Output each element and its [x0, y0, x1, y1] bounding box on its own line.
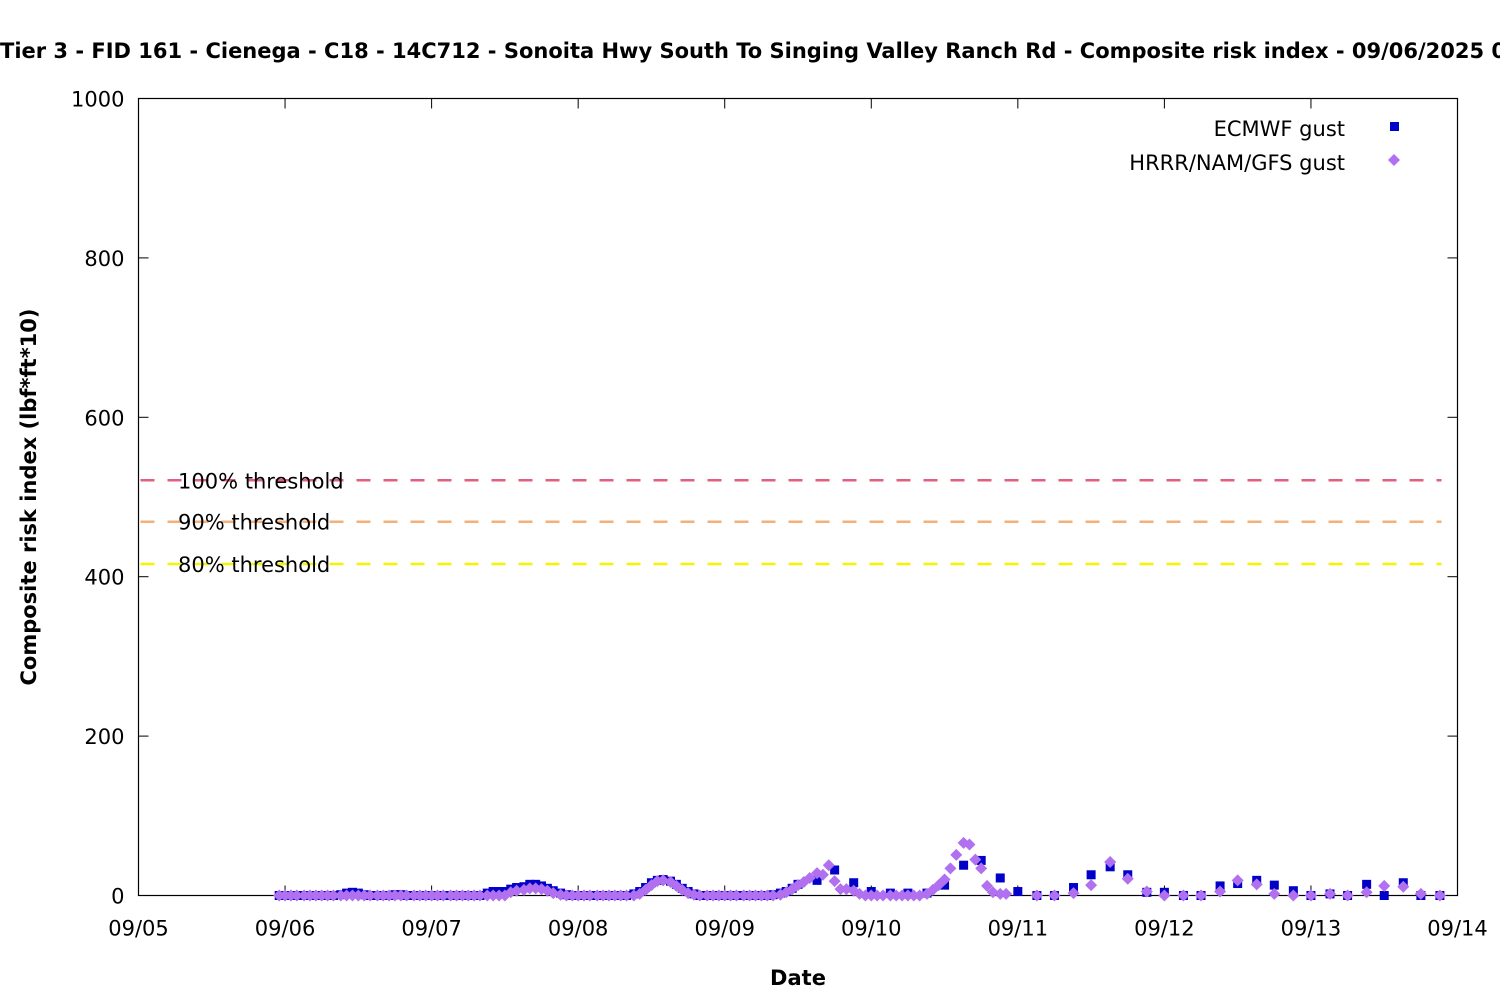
hrrr-point — [620, 889, 633, 902]
hrrr-point — [969, 853, 982, 866]
hrrr-point — [828, 875, 841, 888]
ecmwf-point — [959, 860, 969, 870]
x-tick-label: 09/09 — [694, 917, 755, 941]
ecmwf-point — [849, 878, 859, 888]
hrrr-point — [1030, 889, 1043, 902]
hrrr-point — [1341, 889, 1354, 902]
hrrr-point — [1048, 889, 1061, 902]
hrrr-point — [1121, 872, 1134, 885]
legend: ECMWF gust HRRR/NAM/GFS gust — [1129, 117, 1400, 175]
hrrr-point — [1433, 889, 1446, 902]
y-tick-label: 600 — [84, 406, 124, 430]
hrrr-point — [877, 889, 890, 902]
hrrr-point — [1067, 887, 1080, 900]
hrrr-point — [583, 889, 596, 902]
x-tick-label: 09/13 — [1281, 917, 1342, 941]
hrrr-point — [473, 889, 486, 902]
axis-ticks: 09/05 09/06 09/07 09/08 09/09 09/10 09/11 09/12… — [71, 88, 1488, 941]
x-tick-label: 09/11 — [988, 917, 1049, 941]
y-tick-label: 1000 — [71, 88, 124, 112]
y-tick-label: 400 — [84, 566, 124, 590]
x-tick-label: 09/05 — [108, 917, 169, 941]
ecmwf-point — [1269, 880, 1279, 890]
hrrr-point — [1158, 889, 1171, 902]
hrrr-point — [975, 862, 988, 875]
threshold-label: 90% threshold — [178, 511, 330, 535]
hrrr-point — [364, 889, 377, 902]
hrrr-point — [950, 848, 963, 861]
hrrr-point — [1268, 887, 1281, 900]
data-points — [273, 836, 1446, 902]
hrrr-point — [1360, 886, 1373, 899]
hrrr-point — [822, 859, 835, 872]
y-tick-label: 200 — [84, 725, 124, 749]
ecmwf-point — [995, 873, 1005, 883]
ecmwf-point — [976, 855, 986, 865]
hrrr-point — [1414, 887, 1427, 900]
hrrr-point — [803, 871, 816, 884]
legend-marker-hrrr — [1388, 154, 1400, 166]
hrrr-point — [1397, 880, 1410, 893]
x-tick-label: 09/07 — [401, 917, 462, 941]
hrrr-point — [1104, 856, 1117, 869]
threshold-label: 100% threshold — [178, 469, 344, 493]
plot-frame — [137, 97, 1459, 897]
hrrr-point — [400, 889, 413, 902]
y-tick-label: 800 — [84, 247, 124, 271]
y-axis-label: Composite risk index (lbf*ft*10) — [17, 308, 41, 685]
chart-title: Tier 3 - FID 161 - Cienega - C18 - 14C71… — [0, 39, 1500, 63]
y-tick-label: 0 — [111, 885, 124, 909]
threshold-lines: 100% threshold 90% threshold 80% threshold — [140, 469, 1442, 577]
hrrr-point — [437, 889, 450, 902]
hrrr-point — [1140, 885, 1153, 898]
ecmwf-point — [1362, 879, 1372, 889]
hrrr-point — [1000, 887, 1013, 900]
legend-marker-ecmwf — [1390, 122, 1399, 131]
hrrr-point — [327, 889, 340, 902]
x-tick-label: 09/06 — [255, 917, 316, 941]
hrrr-point — [1323, 887, 1336, 900]
hrrr-point — [767, 889, 780, 902]
hrrr-point — [1085, 879, 1098, 892]
ecmwf-point — [1013, 887, 1023, 897]
hrrr-point — [290, 889, 303, 902]
hrrr-point — [693, 889, 706, 902]
x-tick-label: 09/08 — [548, 917, 609, 941]
hrrr-point — [1195, 889, 1208, 902]
x-tick-label: 09/14 — [1427, 917, 1488, 941]
hrrr-point — [816, 868, 829, 881]
hrrr-point — [1231, 874, 1244, 887]
hrrr-point — [730, 889, 743, 902]
hrrr-point — [1304, 889, 1317, 902]
hrrr-point — [938, 873, 951, 886]
x-tick-label: 09/12 — [1134, 917, 1195, 941]
x-axis-label: Date — [770, 966, 826, 990]
ecmwf-point — [830, 865, 840, 875]
ecmwf-point — [1086, 870, 1096, 880]
ecmwf-point — [812, 875, 822, 885]
hrrr-point — [981, 879, 994, 892]
hrrr-point — [1378, 879, 1391, 892]
hrrr-point — [963, 838, 976, 851]
hrrr-point — [1177, 889, 1190, 902]
legend-label-ecmwf: ECMWF gust — [1214, 117, 1345, 141]
hrrr-point — [944, 862, 957, 875]
threshold-label: 80% threshold — [178, 553, 330, 577]
legend-label-hrrr: HRRR/NAM/GFS gust — [1129, 151, 1345, 175]
x-tick-label: 09/10 — [841, 917, 902, 941]
hrrr-point — [1250, 878, 1263, 891]
hrrr-point — [1214, 885, 1227, 898]
ecmwf-point — [1379, 891, 1389, 900]
hrrr-point — [1287, 889, 1300, 902]
hrrr-point — [510, 884, 523, 897]
